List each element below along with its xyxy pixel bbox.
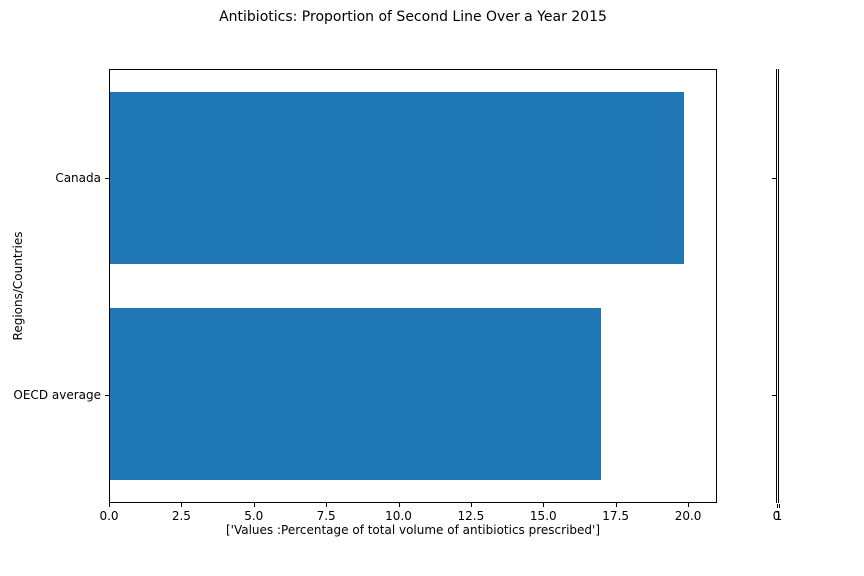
x-tick-mark — [109, 503, 110, 507]
y-tick-mark — [105, 177, 109, 179]
x-tick-label: 20.0 — [674, 509, 702, 523]
x-tick-mark — [253, 503, 255, 507]
bar-canada — [110, 91, 685, 265]
y-axis-tick-marks — [105, 69, 109, 503]
x-tick-mark — [181, 503, 183, 507]
plot-area — [109, 69, 717, 503]
y-tick-label: Canada — [55, 170, 101, 185]
x-axis-tick-marks — [109, 503, 717, 507]
x-tick-label: 0.0 — [99, 509, 119, 523]
secondary-y-tick-mark — [772, 177, 776, 179]
secondary-x-tick-mark — [777, 504, 778, 508]
x-tick-mark — [470, 503, 472, 507]
x-tick-mark — [543, 503, 545, 507]
chart-title: Antibiotics: Proportion of Second Line O… — [219, 9, 607, 25]
x-tick-label: 15.0 — [529, 509, 557, 523]
x-tick-mark — [615, 503, 617, 507]
secondary-x-tick-mark — [779, 504, 780, 508]
x-axis-label: ['Values :Percentage of total volume of … — [225, 523, 601, 537]
x-tick-label: 10.0 — [385, 509, 412, 523]
y-tick-mark — [105, 394, 109, 396]
secondary-axis — [772, 69, 780, 508]
x-tick-label: 5.0 — [244, 509, 264, 523]
x-axis-tick-labels: 0.0 2.5 5.0 7.5 10.0 12.5 15.0 17.5 20.0 — [99, 509, 717, 523]
x-tick-label: 17.5 — [602, 509, 630, 523]
x-tick-label: 7.5 — [316, 509, 336, 523]
x-tick-label: 12.5 — [457, 509, 485, 523]
x-tick-mark — [398, 503, 400, 507]
secondary-y-tick-mark — [772, 394, 776, 396]
secondary-x-tick-label: 0 — [772, 509, 781, 523]
x-tick-label: 2.5 — [171, 509, 191, 523]
bar-oecd-average — [110, 307, 601, 481]
y-axis-tick-labels: Canada OECD average — [0, 69, 101, 503]
x-tick-mark — [688, 503, 690, 507]
x-tick-mark — [326, 503, 328, 507]
secondary-x-tick-label: 1 — [774, 509, 783, 523]
y-tick-label: OECD average — [13, 387, 101, 402]
